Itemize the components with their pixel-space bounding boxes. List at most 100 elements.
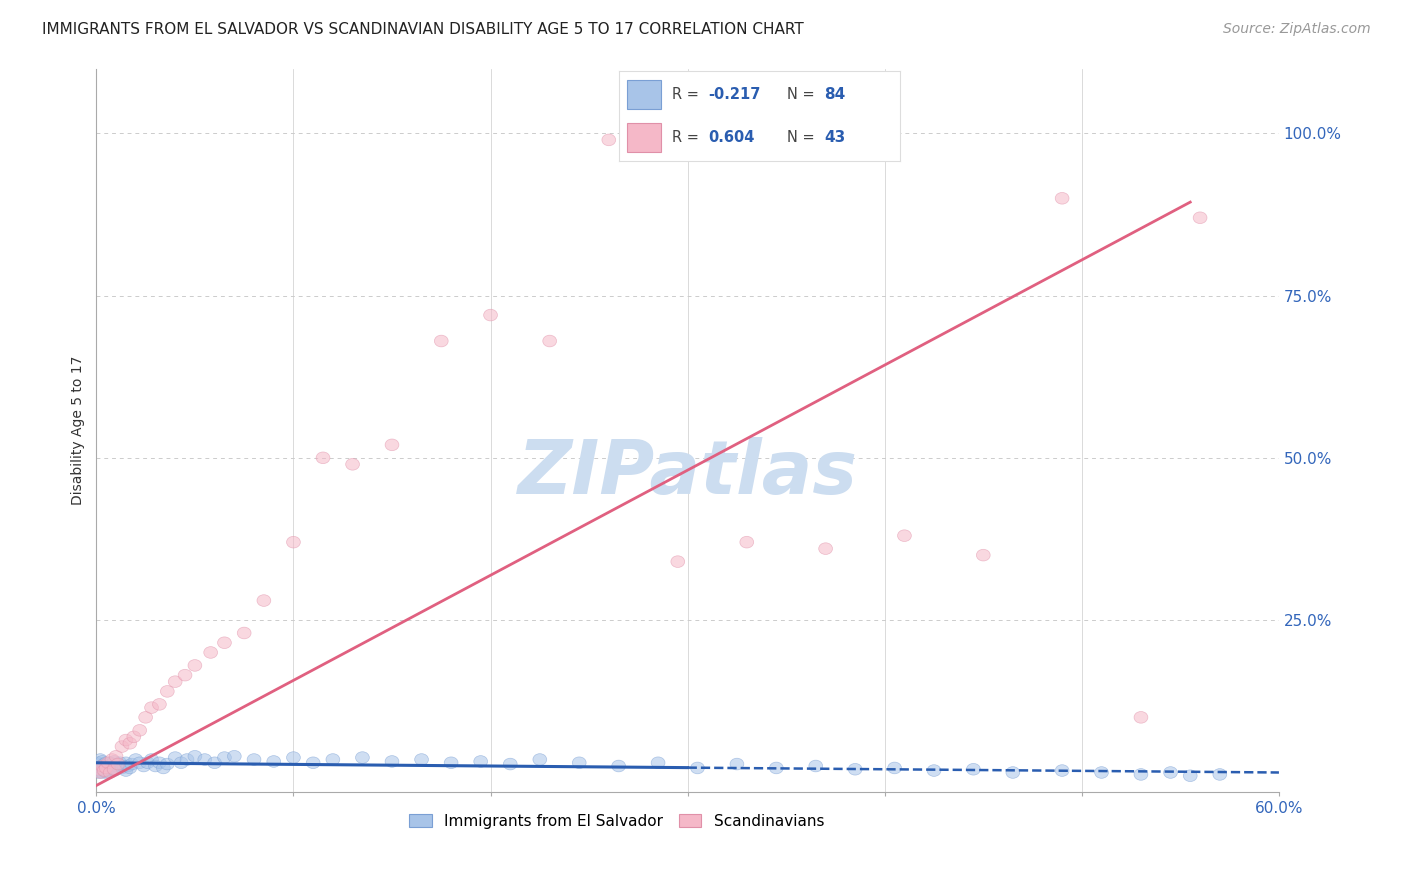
Ellipse shape xyxy=(110,760,122,772)
Ellipse shape xyxy=(651,757,665,769)
Ellipse shape xyxy=(204,647,218,658)
Ellipse shape xyxy=(145,754,159,765)
Text: Source: ZipAtlas.com: Source: ZipAtlas.com xyxy=(1223,22,1371,37)
Ellipse shape xyxy=(145,702,159,714)
Ellipse shape xyxy=(120,764,132,776)
Ellipse shape xyxy=(1194,212,1206,224)
Text: R =: R = xyxy=(672,130,703,145)
Ellipse shape xyxy=(110,764,122,775)
Ellipse shape xyxy=(115,740,129,752)
Ellipse shape xyxy=(887,762,901,773)
Ellipse shape xyxy=(97,762,111,773)
Ellipse shape xyxy=(160,686,174,698)
Ellipse shape xyxy=(238,627,252,639)
Ellipse shape xyxy=(188,659,202,672)
Ellipse shape xyxy=(690,762,704,773)
Ellipse shape xyxy=(96,760,110,772)
Ellipse shape xyxy=(132,724,146,736)
Ellipse shape xyxy=(105,754,120,765)
Ellipse shape xyxy=(100,762,112,773)
Ellipse shape xyxy=(96,766,110,779)
Ellipse shape xyxy=(307,757,321,769)
Ellipse shape xyxy=(111,758,125,770)
Ellipse shape xyxy=(91,764,105,775)
Ellipse shape xyxy=(127,731,141,743)
Ellipse shape xyxy=(356,752,370,764)
Ellipse shape xyxy=(1184,770,1197,781)
Ellipse shape xyxy=(93,762,107,773)
Text: -0.217: -0.217 xyxy=(709,87,761,102)
Ellipse shape xyxy=(107,764,121,776)
Ellipse shape xyxy=(120,734,132,746)
Ellipse shape xyxy=(91,764,105,775)
Ellipse shape xyxy=(117,760,131,772)
Ellipse shape xyxy=(160,758,174,770)
Ellipse shape xyxy=(122,762,136,773)
Ellipse shape xyxy=(385,439,399,450)
Ellipse shape xyxy=(101,764,115,776)
Ellipse shape xyxy=(112,757,127,769)
Ellipse shape xyxy=(139,712,152,723)
Ellipse shape xyxy=(228,750,242,762)
Text: IMMIGRANTS FROM EL SALVADOR VS SCANDINAVIAN DISABILITY AGE 5 TO 17 CORRELATION C: IMMIGRANTS FROM EL SALVADOR VS SCANDINAV… xyxy=(42,22,804,37)
Ellipse shape xyxy=(152,757,166,769)
Ellipse shape xyxy=(287,536,301,548)
Ellipse shape xyxy=(818,543,832,555)
Ellipse shape xyxy=(1056,193,1069,204)
Ellipse shape xyxy=(100,760,112,772)
Ellipse shape xyxy=(287,752,301,764)
Ellipse shape xyxy=(346,458,360,470)
Ellipse shape xyxy=(1005,766,1019,779)
Ellipse shape xyxy=(93,754,107,765)
Ellipse shape xyxy=(208,757,222,769)
Ellipse shape xyxy=(1213,769,1226,780)
Ellipse shape xyxy=(444,757,458,769)
Ellipse shape xyxy=(111,758,125,770)
Ellipse shape xyxy=(218,637,232,648)
Ellipse shape xyxy=(105,762,120,773)
Ellipse shape xyxy=(326,754,340,765)
Ellipse shape xyxy=(1135,712,1147,723)
Ellipse shape xyxy=(93,758,107,770)
Ellipse shape xyxy=(169,752,183,764)
Ellipse shape xyxy=(180,754,194,765)
Ellipse shape xyxy=(503,758,517,770)
Text: 43: 43 xyxy=(824,130,845,145)
Ellipse shape xyxy=(96,756,110,767)
Ellipse shape xyxy=(120,757,132,769)
Ellipse shape xyxy=(110,750,122,762)
Ellipse shape xyxy=(572,757,586,769)
Y-axis label: Disability Age 5 to 17: Disability Age 5 to 17 xyxy=(72,356,86,505)
Ellipse shape xyxy=(1095,766,1108,779)
Ellipse shape xyxy=(267,756,281,767)
Ellipse shape xyxy=(103,760,117,772)
Text: N =: N = xyxy=(787,87,820,102)
Ellipse shape xyxy=(103,766,117,779)
Ellipse shape xyxy=(91,766,105,779)
Ellipse shape xyxy=(105,758,120,770)
Ellipse shape xyxy=(188,750,202,762)
Ellipse shape xyxy=(129,754,142,765)
Ellipse shape xyxy=(415,754,429,765)
Ellipse shape xyxy=(976,549,990,561)
Ellipse shape xyxy=(316,452,330,464)
Ellipse shape xyxy=(198,754,212,765)
Ellipse shape xyxy=(179,669,193,681)
Ellipse shape xyxy=(174,757,188,769)
Ellipse shape xyxy=(966,764,980,775)
Ellipse shape xyxy=(740,536,754,548)
Text: 0.604: 0.604 xyxy=(709,130,755,145)
Ellipse shape xyxy=(671,556,685,567)
Ellipse shape xyxy=(848,764,862,775)
Ellipse shape xyxy=(107,756,121,767)
Text: ZIPatlas: ZIPatlas xyxy=(517,437,858,510)
FancyBboxPatch shape xyxy=(627,123,661,152)
Ellipse shape xyxy=(1056,764,1069,776)
Ellipse shape xyxy=(141,757,155,769)
Ellipse shape xyxy=(156,762,170,773)
Ellipse shape xyxy=(149,760,162,772)
Ellipse shape xyxy=(101,758,115,770)
Ellipse shape xyxy=(533,754,547,765)
Ellipse shape xyxy=(808,760,823,772)
Ellipse shape xyxy=(103,757,117,769)
